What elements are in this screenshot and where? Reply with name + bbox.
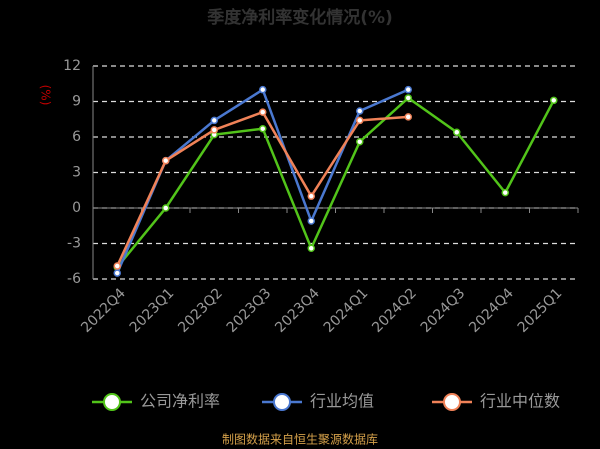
point bbox=[404, 94, 412, 102]
x-tick-label: 2023Q1 bbox=[127, 285, 178, 336]
y-axis-label: (%) bbox=[39, 85, 53, 106]
legend-label: 公司净利率 bbox=[140, 392, 220, 411]
x-tick-label: 2025Q1 bbox=[515, 285, 566, 336]
point bbox=[162, 156, 170, 165]
point bbox=[453, 128, 461, 137]
x-tick-label: 2023Q3 bbox=[224, 285, 275, 336]
legend-label: 行业均值 bbox=[310, 392, 374, 411]
point bbox=[307, 244, 315, 252]
x-tick-label: 2024Q3 bbox=[418, 285, 469, 336]
y-tick-label: 12 bbox=[63, 58, 81, 74]
y-tick-label: 0 bbox=[72, 200, 81, 216]
series-line bbox=[116, 87, 409, 274]
chart-title: 季度净利率变化情况(%) bbox=[207, 7, 393, 28]
point bbox=[259, 108, 267, 116]
point bbox=[162, 204, 170, 212]
point bbox=[259, 85, 267, 94]
point bbox=[404, 85, 412, 94]
y-tick-label: -6 bbox=[67, 271, 81, 287]
point bbox=[356, 137, 364, 146]
legend-label: 行业中位数 bbox=[480, 392, 560, 411]
y-tick-label: -3 bbox=[67, 236, 81, 252]
x-tick-label: 2023Q2 bbox=[175, 285, 226, 336]
point bbox=[113, 262, 121, 270]
point bbox=[356, 116, 364, 125]
x-tick-label: 2023Q4 bbox=[272, 285, 323, 336]
point bbox=[307, 192, 315, 200]
legend-marker bbox=[443, 393, 461, 411]
x-tick-label: 2022Q4 bbox=[78, 285, 129, 336]
x-tick-label: 2024Q2 bbox=[369, 285, 420, 336]
y-tick-label: 9 bbox=[72, 94, 81, 110]
series-line bbox=[116, 96, 555, 268]
point bbox=[113, 269, 121, 277]
point bbox=[259, 124, 267, 133]
point bbox=[550, 96, 558, 105]
point bbox=[501, 188, 509, 197]
point bbox=[210, 126, 218, 134]
legend-marker bbox=[273, 393, 291, 411]
y-tick-label: 3 bbox=[72, 165, 81, 181]
footer: 制图数据来自恒生聚源数据库 bbox=[222, 432, 378, 447]
point bbox=[210, 116, 218, 125]
point bbox=[356, 107, 364, 115]
point bbox=[404, 113, 412, 121]
x-tick-label: 2024Q4 bbox=[466, 285, 517, 336]
point bbox=[307, 217, 315, 225]
x-tick-label: 2024Q1 bbox=[321, 285, 372, 336]
legend-marker bbox=[103, 393, 121, 411]
y-tick-label: 6 bbox=[72, 129, 81, 145]
